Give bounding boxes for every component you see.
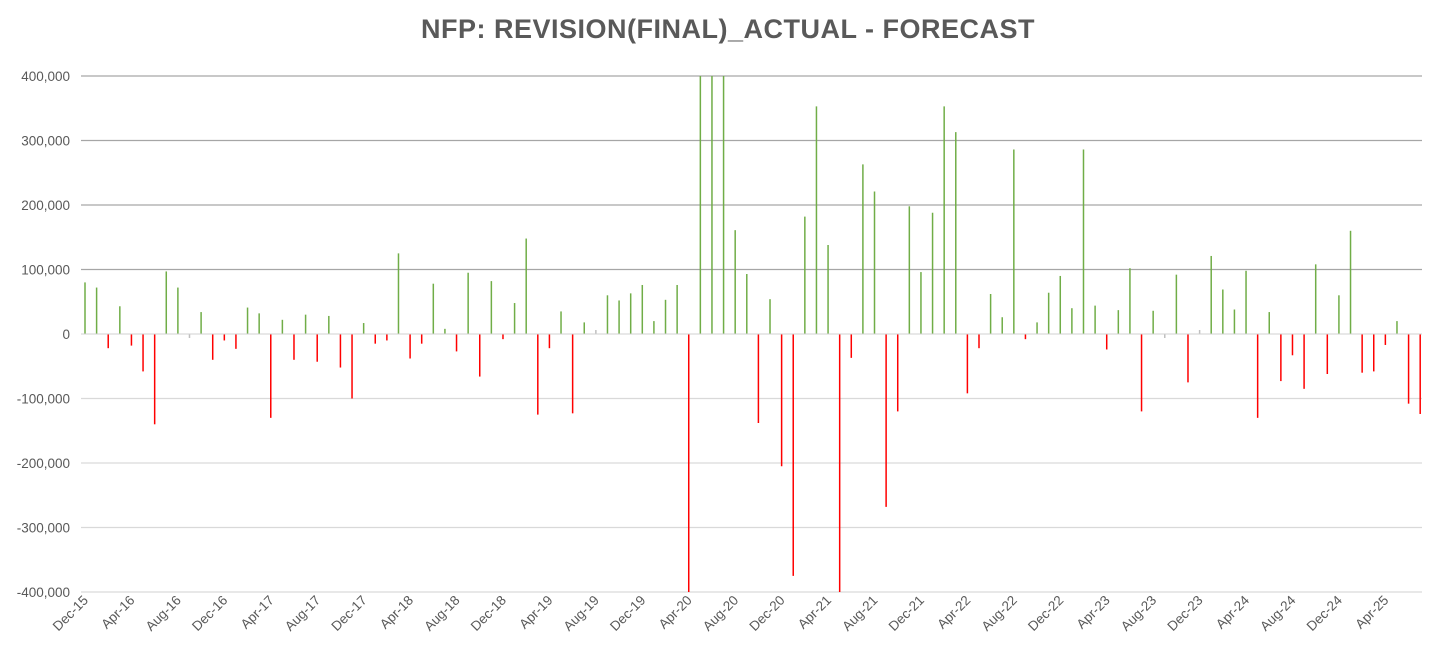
y-tick-label: 100,000 — [21, 263, 70, 278]
x-tick-label: Dec-24 — [1304, 592, 1346, 634]
x-tick-label: Dec-22 — [1025, 593, 1066, 634]
bars — [84, 76, 1421, 592]
x-tick-label: Dec-21 — [886, 593, 927, 634]
x-tick-label: Apr-20 — [656, 593, 695, 632]
x-tick-label: Apr-22 — [934, 593, 973, 632]
x-tick-label: Aug-19 — [561, 593, 602, 634]
y-axis-tick-labels: 400,000 300,000 200,000 100,000 0 -100,000 -20… — [17, 69, 70, 600]
y-tick-label: -400,000 — [17, 585, 70, 600]
x-tick-label: Apr-16 — [98, 593, 137, 632]
y-tick-label: 400,000 — [21, 69, 70, 84]
x-axis-tick-labels: Dec-15 Apr-16 Aug-16 Dec-16 Apr-17 Aug-17 Dec-… — [50, 592, 1392, 634]
x-tick-label: Apr-25 — [1352, 593, 1391, 632]
x-tick-label: Apr-18 — [377, 593, 416, 632]
x-tick-label: Aug-18 — [421, 593, 462, 634]
y-tick-label: 0 — [62, 327, 70, 342]
chart-title: NFP: REVISION(FINAL)_ACTUAL - FORECAST — [421, 14, 1035, 44]
x-tick-label: Apr-21 — [795, 593, 834, 632]
x-tick-label: Aug-17 — [282, 593, 323, 634]
y-tick-label: 200,000 — [21, 198, 70, 213]
x-tick-label: Dec-20 — [746, 593, 787, 634]
x-tick-label: Aug-24 — [1257, 592, 1299, 634]
y-tick-label: -100,000 — [17, 392, 70, 407]
y-tick-label: 300,000 — [21, 134, 70, 149]
x-tick-label: Aug-20 — [700, 593, 741, 634]
x-tick-label: Aug-16 — [143, 593, 184, 634]
x-tick-label: Apr-24 — [1213, 592, 1253, 632]
gridlines — [81, 75, 1422, 593]
x-tick-label: Dec-23 — [1164, 593, 1205, 634]
x-tick-label: Aug-21 — [839, 593, 880, 634]
x-tick-label: Dec-18 — [468, 593, 509, 634]
x-tick-label: Aug-22 — [979, 593, 1020, 634]
x-tick-label: Dec-19 — [607, 593, 648, 634]
x-tick-label: Dec-16 — [189, 593, 230, 634]
x-tick-label: Dec-17 — [328, 593, 369, 634]
x-tick-label: Apr-23 — [1074, 593, 1113, 632]
x-tick-label: Aug-23 — [1118, 593, 1159, 634]
x-tick-label: Apr-17 — [238, 593, 277, 632]
y-tick-label: -200,000 — [17, 456, 70, 471]
y-tick-label: -300,000 — [17, 521, 70, 536]
x-tick-label: Apr-19 — [516, 593, 555, 632]
